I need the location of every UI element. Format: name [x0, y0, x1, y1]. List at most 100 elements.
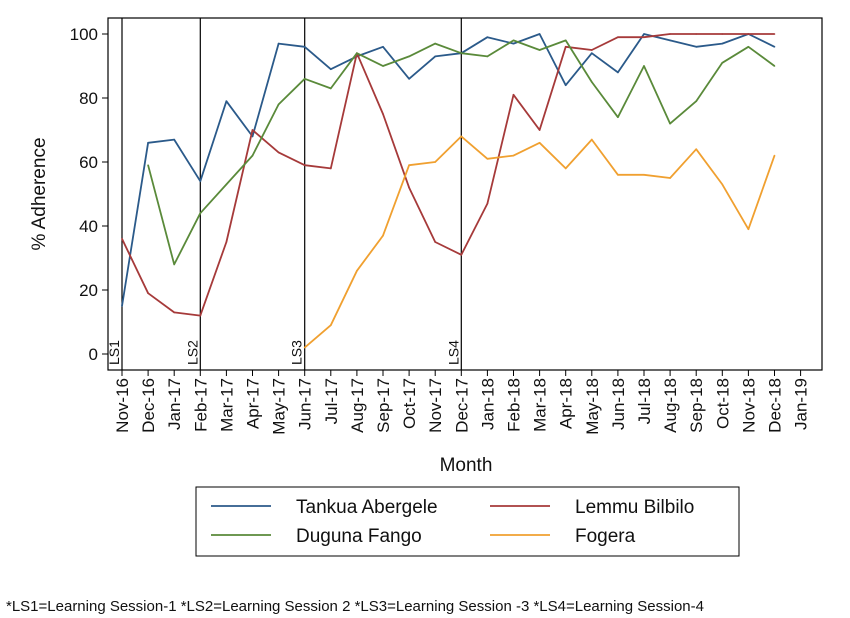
data-point: [564, 39, 567, 42]
data-point: [382, 234, 384, 237]
data-point: [330, 324, 332, 327]
data-point: [695, 148, 697, 150]
data-point: [225, 100, 228, 102]
data-point: [773, 33, 776, 35]
data-point: [460, 52, 463, 54]
x-tick-label: Nov-18: [739, 378, 758, 433]
x-tick-label: Jul-17: [322, 378, 341, 424]
data-point: [382, 46, 384, 48]
x-tick-label: Mar-18: [531, 378, 550, 432]
data-point: [408, 78, 410, 80]
data-point: [303, 46, 306, 48]
series-line: [121, 33, 775, 307]
series-line: [121, 33, 775, 317]
data-point: [669, 39, 671, 42]
data-point: [591, 81, 593, 83]
data-point: [591, 52, 593, 54]
data-point: [669, 122, 671, 125]
y-tick-label: 80: [79, 89, 98, 108]
x-tick-label: Jun-18: [609, 378, 628, 430]
x-tick-label: Aug-17: [348, 378, 367, 433]
legend-label: Duguna Fango: [296, 526, 422, 547]
x-tick-label: Jan-19: [792, 378, 811, 430]
data-point: [591, 138, 593, 141]
x-tick-label: Sep-17: [374, 378, 393, 433]
session-label: LS1: [106, 340, 122, 365]
x-tick-label: Nov-16: [113, 378, 132, 433]
legend: Tankua Abergele Lemmu Bilbilo Duguna Fango…: [195, 486, 740, 557]
x-tick-label: Dec-18: [766, 378, 785, 433]
data-point: [121, 305, 123, 307]
session-label: LS4: [445, 340, 461, 365]
x-tick-label: Sep-18: [687, 378, 706, 433]
data-point: [486, 36, 489, 38]
x-tick-label: Jan-17: [165, 378, 184, 430]
x-axis-title: Month: [440, 455, 493, 476]
data-point: [382, 65, 384, 67]
data-point: [382, 113, 384, 115]
data-point: [721, 42, 724, 45]
data-point: [147, 292, 149, 295]
x-tick-label: Nov-17: [426, 378, 445, 433]
data-point: [460, 254, 463, 256]
data-point: [669, 177, 671, 179]
data-point: [408, 186, 410, 189]
data-point: [408, 55, 410, 58]
x-tick-label: Oct-18: [713, 378, 732, 429]
x-tick-label: Aug-18: [661, 378, 680, 433]
data-point: [591, 49, 593, 51]
data-point: [538, 49, 541, 51]
data-point: [617, 116, 619, 118]
data-point: [460, 135, 463, 138]
data-point: [512, 154, 515, 157]
data-point: [434, 161, 437, 163]
x-tick-label: May-18: [583, 378, 602, 435]
legend-label: Fogera: [575, 526, 636, 547]
data-point: [330, 68, 332, 70]
data-point: [747, 33, 750, 35]
data-point: [147, 142, 149, 144]
y-tick-label: 40: [79, 217, 98, 236]
data-point: [251, 135, 254, 138]
x-tick-label: Jul-18: [635, 378, 654, 424]
plot-frame: [107, 17, 823, 371]
data-point: [277, 42, 280, 45]
data-point: [173, 311, 175, 314]
data-point: [773, 65, 776, 67]
data-point: [121, 238, 123, 240]
data-point: [356, 270, 358, 272]
x-tick-label: Dec-17: [452, 378, 471, 433]
legend-label: Tankua Abergele: [296, 497, 438, 518]
data-point: [303, 346, 306, 349]
data-point: [251, 129, 254, 131]
data-point: [643, 65, 645, 67]
y-tick-label: 0: [89, 345, 98, 364]
data-point: [695, 46, 697, 48]
footnote: *LS1=Learning Session-1 *LS2=Learning Se…: [6, 598, 704, 615]
data-point: [564, 46, 567, 48]
x-tick-label: Oct-17: [400, 378, 419, 429]
data-point: [434, 42, 437, 45]
data-point: [512, 39, 515, 42]
data-point: [199, 212, 202, 214]
data-point: [303, 78, 306, 80]
data-point: [486, 55, 489, 58]
data-point: [538, 33, 541, 35]
y-axis: 0 20 40 60 80 100: [70, 25, 108, 364]
data-point: [356, 52, 358, 54]
data-point: [330, 87, 332, 90]
x-axis: Nov-16 Dec-16 Jan-17 Feb-17 Mar-17 Apr-17 May-…: [113, 370, 811, 435]
data-point: [277, 151, 280, 154]
line-chart: LS1 LS2 LS3 LS4 0 20 40 60 80 100 Nov-16 Dec-16 Ja…: [29, 17, 823, 557]
learning-session-markers: LS1 LS2 LS3 LS4: [106, 18, 462, 370]
plot-border: [107, 17, 823, 371]
data-point: [773, 154, 776, 157]
data-point: [643, 33, 645, 35]
x-tick-label: Apr-17: [244, 378, 263, 429]
x-tick-label: Feb-18: [505, 378, 524, 432]
data-point: [147, 164, 149, 166]
data-point: [277, 103, 280, 106]
legend-label: Lemmu Bilbilo: [575, 497, 694, 518]
data-point: [512, 42, 515, 45]
data-point: [538, 129, 541, 131]
